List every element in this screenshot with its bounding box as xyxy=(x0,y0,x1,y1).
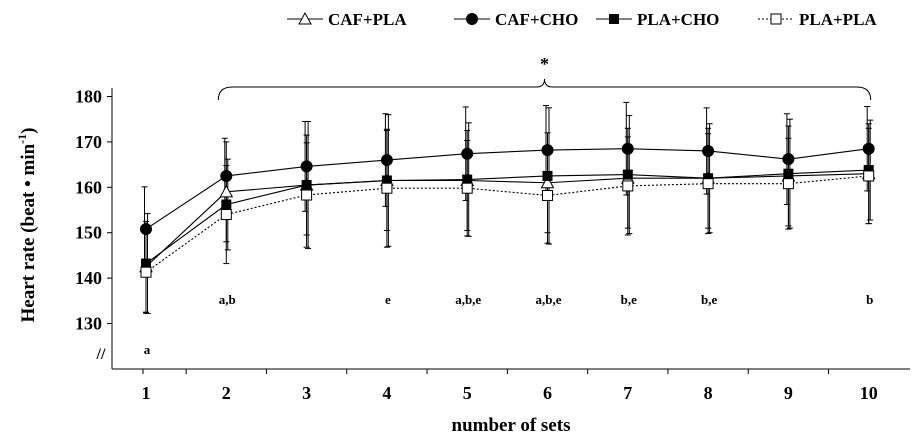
data-point-pla-pla xyxy=(622,180,634,192)
legend-marker xyxy=(609,14,619,24)
series-line-caf-cho xyxy=(145,148,869,230)
legend-marker xyxy=(466,13,478,25)
x-tick-label: 3 xyxy=(302,383,311,403)
data-point-caf-cho xyxy=(220,169,233,182)
data-point-pla-pla xyxy=(702,178,714,190)
x-tick-label: 5 xyxy=(463,383,472,403)
y-tick-label: 170 xyxy=(75,132,102,152)
legend-label: CAF+CHO xyxy=(495,10,578,29)
data-point-pla-pla xyxy=(782,178,794,190)
significance-letter: b,e xyxy=(701,292,717,307)
data-point-caf-cho xyxy=(380,154,393,167)
significance-letter: a,b xyxy=(219,292,236,307)
data-point-pla-cho xyxy=(622,169,633,180)
series-lines xyxy=(145,148,869,273)
y-tick-label: 130 xyxy=(75,314,102,334)
legend-label: CAF+PLA xyxy=(328,10,407,29)
data-point-pla-cho xyxy=(301,180,312,191)
significance-letter: b,e xyxy=(621,292,637,307)
data-point-caf-cho xyxy=(300,160,313,173)
data-point-caf-cho xyxy=(702,144,715,157)
legend-marker xyxy=(770,13,782,25)
data-point-pla-pla xyxy=(381,182,393,194)
y-tick-label: 150 xyxy=(75,223,102,243)
data-point-pla-pla xyxy=(461,182,473,194)
significance-letter: a xyxy=(144,342,151,357)
data-point-pla-cho xyxy=(542,170,553,181)
data-point-caf-cho xyxy=(782,153,795,166)
data-point-caf-pla xyxy=(540,175,555,189)
significance-brace xyxy=(217,78,872,101)
x-tick-label: 7 xyxy=(623,383,632,403)
legend-label: PLA+CHO xyxy=(637,10,719,29)
significance-letter: a,b,e xyxy=(536,292,562,307)
series-line-pla-cho xyxy=(145,169,869,265)
data-point-pla-pla xyxy=(301,189,313,201)
data-point-pla-pla xyxy=(542,189,553,201)
y-axis-title: Heart rate (beat • min-1) xyxy=(15,128,39,323)
data-point-pla-pla xyxy=(220,209,232,221)
significance-asterisk: * xyxy=(540,54,549,74)
y-axis-title-main: Heart rate (beat • min xyxy=(18,143,39,322)
significance-letter: e xyxy=(385,292,391,307)
data-point-pla-pla xyxy=(863,170,875,182)
series-line-caf-pla xyxy=(145,173,869,268)
y-tick-label: 180 xyxy=(75,87,102,107)
x-axis-ticks: 1 2 3 4 5 6 7 8 9 10 xyxy=(142,369,878,403)
data-point-caf-cho xyxy=(862,142,875,155)
axis-break-mark: // xyxy=(96,346,106,363)
x-tick-label: 4 xyxy=(382,383,391,403)
significance-letter: a,b,e xyxy=(455,292,481,307)
x-tick-label: 1 xyxy=(142,383,151,403)
significance-letter: b xyxy=(866,292,873,307)
x-tick-label: 8 xyxy=(704,383,713,403)
data-point-caf-cho xyxy=(461,147,474,160)
x-tick-label: 10 xyxy=(860,383,878,403)
x-tick-label: 6 xyxy=(543,383,552,403)
significance-letters: a a,b e a,b,e a,b,e b,e b,e b xyxy=(144,292,874,357)
series-line-pla-pla xyxy=(145,175,869,273)
data-point-caf-pla xyxy=(219,184,234,198)
data-point-pla-cho xyxy=(783,168,794,179)
data-point-pla-pla xyxy=(140,266,152,278)
legend-marker xyxy=(298,11,312,25)
data-point-caf-cho xyxy=(541,144,554,157)
legend: CAF+PLA CAF+CHO PLA+CHO PLA+PLA xyxy=(287,10,877,29)
y-axis-ticks: 130 140 150 160 170 180 xyxy=(75,87,112,334)
data-point-pla-cho xyxy=(221,199,232,210)
y-tick-label: 140 xyxy=(75,268,102,288)
x-tick-label: 2 xyxy=(222,383,231,403)
y-tick-label: 160 xyxy=(75,177,102,197)
data-point-caf-cho xyxy=(621,142,634,155)
y-axis-title-superscript: -1 xyxy=(15,134,29,144)
x-tick-label: 9 xyxy=(784,383,793,403)
data-point-caf-cho xyxy=(140,223,152,236)
series-markers xyxy=(139,142,876,278)
legend-label: PLA+PLA xyxy=(799,10,877,29)
x-axis-title: number of sets xyxy=(452,415,571,436)
y-axis-title-close: ) xyxy=(18,128,39,134)
